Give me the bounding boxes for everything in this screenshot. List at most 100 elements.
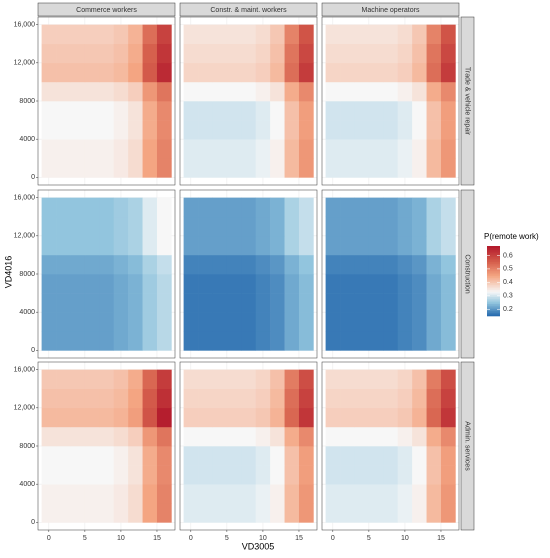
column-strip-label: Commerce workers	[76, 7, 137, 14]
tile	[354, 331, 370, 351]
tile	[383, 254, 399, 275]
y-tick-label: 4000	[19, 309, 35, 316]
tile	[226, 197, 242, 218]
tile	[397, 197, 413, 218]
tile	[383, 62, 399, 83]
tile	[412, 62, 427, 83]
tile	[56, 312, 71, 332]
tile	[113, 331, 129, 351]
tile	[99, 81, 115, 102]
tile	[397, 158, 413, 178]
tile	[284, 331, 300, 351]
tile	[368, 274, 384, 294]
tile	[183, 235, 199, 256]
tile	[128, 158, 143, 178]
legend-swatch	[487, 314, 500, 317]
tile	[84, 24, 100, 45]
tile	[440, 81, 456, 102]
tile	[183, 369, 199, 390]
tile	[412, 197, 427, 218]
tile	[397, 235, 413, 256]
tile	[440, 43, 456, 64]
legend-swatch	[487, 275, 500, 278]
panel-border	[179, 16, 318, 186]
tile	[156, 81, 172, 102]
tile	[41, 24, 57, 45]
x-tick-label: 15	[153, 535, 161, 542]
tile	[70, 120, 86, 140]
tile	[298, 139, 314, 159]
tile	[255, 81, 271, 102]
tile	[99, 197, 115, 218]
y-tick-label: 4000	[19, 481, 35, 488]
tile	[212, 101, 228, 121]
tile	[412, 101, 427, 121]
tile	[397, 43, 413, 64]
tile	[241, 101, 257, 121]
tile	[183, 331, 199, 351]
tile	[142, 503, 158, 523]
tile	[354, 139, 370, 159]
tile	[41, 235, 57, 256]
legend-swatch	[487, 291, 500, 294]
tile	[241, 43, 257, 64]
tile	[270, 139, 285, 159]
tile	[142, 331, 158, 351]
tile	[412, 426, 427, 447]
tile	[99, 388, 115, 409]
tile	[284, 503, 300, 523]
tile	[128, 43, 143, 64]
tile	[56, 254, 71, 275]
tile	[41, 426, 57, 447]
x-tick-label: 0	[47, 535, 51, 542]
tile	[412, 369, 427, 390]
tile	[212, 426, 228, 447]
tile	[298, 426, 314, 447]
tile	[212, 43, 228, 64]
tile	[298, 465, 314, 485]
tile	[255, 293, 271, 313]
tile	[298, 158, 314, 178]
tile	[397, 312, 413, 332]
y-tick-label: 16,000	[14, 366, 36, 373]
legend-swatch	[487, 279, 500, 282]
tile	[84, 274, 100, 294]
tile	[70, 465, 86, 485]
legend-swatch	[487, 256, 500, 259]
tile	[212, 62, 228, 83]
tile	[412, 388, 427, 409]
legend-swatch	[487, 277, 500, 280]
tile	[183, 293, 199, 313]
tile	[440, 446, 456, 466]
tile	[142, 139, 158, 159]
tile	[198, 293, 213, 313]
tile	[412, 254, 427, 275]
panel-border	[179, 189, 318, 359]
tile	[226, 331, 242, 351]
tile	[212, 216, 228, 237]
tile	[156, 139, 172, 159]
tile	[325, 503, 341, 523]
tile	[368, 158, 384, 178]
legend-swatch	[487, 305, 500, 308]
tile	[383, 24, 399, 45]
tile	[340, 331, 355, 351]
tile	[128, 120, 143, 140]
tile	[183, 101, 199, 121]
tile	[142, 43, 158, 64]
tile	[41, 254, 57, 275]
tile	[440, 407, 456, 428]
tile	[84, 120, 100, 140]
tile	[212, 369, 228, 390]
tile	[70, 101, 86, 121]
tile	[368, 139, 384, 159]
tile	[354, 369, 370, 390]
tile	[340, 274, 355, 294]
tile	[56, 407, 71, 428]
tile	[41, 120, 57, 140]
tile	[241, 139, 257, 159]
tile	[440, 503, 456, 523]
tile	[142, 24, 158, 45]
tile	[212, 465, 228, 485]
tile	[270, 254, 285, 275]
